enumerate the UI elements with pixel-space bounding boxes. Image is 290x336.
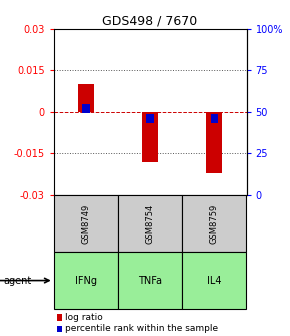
Bar bbox=[211, 114, 218, 123]
Title: GDS498 / 7670: GDS498 / 7670 bbox=[102, 14, 198, 28]
Bar bbox=[118, 195, 182, 252]
Text: TNFa: TNFa bbox=[138, 276, 162, 286]
Bar bbox=[146, 114, 154, 123]
Bar bbox=[82, 104, 90, 113]
Bar bbox=[78, 84, 94, 112]
Text: IL4: IL4 bbox=[207, 276, 222, 286]
Bar bbox=[182, 195, 246, 252]
Bar bbox=[142, 112, 158, 162]
Text: agent: agent bbox=[3, 276, 31, 286]
Bar bbox=[182, 252, 246, 309]
Text: IFNg: IFNg bbox=[75, 276, 97, 286]
Bar bbox=[54, 195, 118, 252]
Text: percentile rank within the sample: percentile rank within the sample bbox=[65, 324, 218, 333]
Text: log ratio: log ratio bbox=[65, 313, 102, 322]
Bar bbox=[54, 252, 118, 309]
Text: GSM8749: GSM8749 bbox=[81, 203, 90, 244]
Text: GSM8759: GSM8759 bbox=[210, 203, 219, 244]
Bar bbox=[118, 252, 182, 309]
Text: GSM8754: GSM8754 bbox=[146, 203, 155, 244]
Bar bbox=[206, 112, 222, 173]
